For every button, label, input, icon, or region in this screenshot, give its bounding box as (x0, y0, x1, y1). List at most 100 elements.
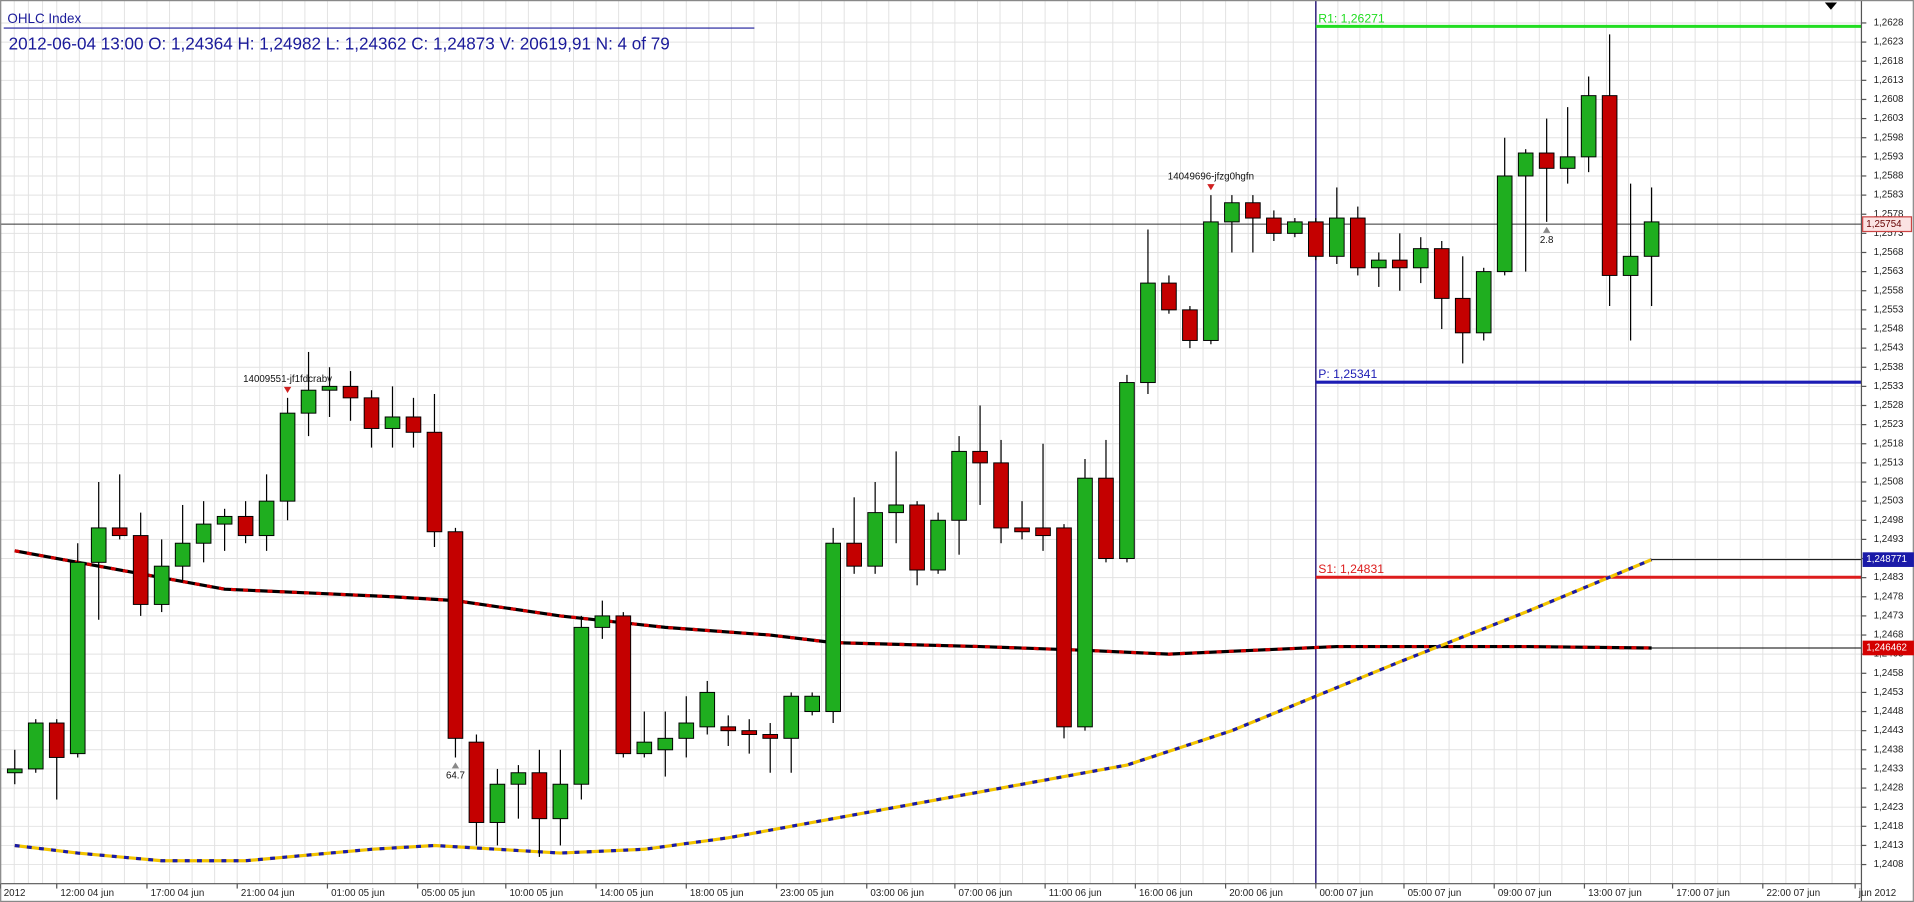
candle-body (300, 389, 317, 414)
chart-title: OHLC Index (7, 11, 81, 26)
ma-value-box (1862, 552, 1914, 567)
candle-body (132, 535, 149, 605)
candle-body (447, 531, 464, 739)
y-tick-label: 1,2548 (1874, 324, 1904, 335)
y-tick-label: 1,2508 (1874, 477, 1904, 488)
y-tick-label: 1,2518 (1874, 438, 1904, 449)
y-tick-label: 1,2543 (1874, 343, 1904, 354)
y-tick-label: 1,2513 (1874, 457, 1904, 468)
ma-value-label: 1,248771 (1866, 554, 1907, 565)
annotation-marker (1207, 184, 1215, 191)
y-tick-label: 1,2628 (1874, 18, 1904, 29)
y-tick-label: 1,2608 (1874, 94, 1904, 105)
candle-body (1203, 221, 1219, 341)
candle-body (1119, 382, 1135, 560)
candle-body (1517, 152, 1534, 177)
x-tick-label: 01:00 05 jun (331, 888, 385, 899)
candle-body (1224, 202, 1240, 223)
candle-body (783, 695, 800, 739)
candle-body (1454, 297, 1471, 334)
candle-body (804, 695, 821, 713)
y-tick-label: 1,2578 (1874, 209, 1904, 220)
candle-body (846, 542, 862, 567)
x-tick-label: 21:00 04 jun (241, 888, 295, 899)
x-tick-label: 09:00 07 jun (1498, 888, 1552, 899)
candle-body (27, 722, 44, 770)
ma-value-label: 1,246462 (1866, 643, 1907, 654)
candle-body (930, 519, 946, 571)
grid-layer (0, 0, 1862, 884)
candle-body (1601, 95, 1618, 276)
annotation-label: 14049696-jfzg0hgfn (1168, 171, 1254, 182)
y-tick-label: 1,2423 (1874, 802, 1904, 813)
y-tick-label: 1,2498 (1874, 515, 1904, 526)
candle-body (678, 722, 695, 739)
candle-body (594, 615, 611, 628)
candle-body (531, 772, 548, 820)
candle-body (216, 515, 233, 525)
candle-body (699, 691, 716, 728)
y-tick-label: 1,2593 (1874, 151, 1904, 162)
ohlc-info: 2012-06-04 13:00 O: 1,24364 H: 1,24982 L… (9, 35, 670, 54)
candle-body (6, 768, 23, 774)
candle-body (1329, 217, 1345, 257)
candle-body (909, 504, 925, 571)
y-tick-label: 1,2613 (1874, 75, 1904, 86)
candle-body (1391, 259, 1408, 269)
candle-body (1412, 248, 1429, 269)
crosshair-box (1862, 216, 1913, 233)
candle-body (405, 416, 422, 433)
moving-average (14, 558, 1653, 863)
candle-body (552, 783, 569, 820)
candle-body (237, 515, 254, 537)
y-tick-label: 1,2603 (1874, 113, 1904, 124)
x-tick-label: 07:00 06 jun (959, 888, 1013, 899)
y-tick-label: 1,2458 (1874, 668, 1904, 679)
candle-body (741, 730, 758, 735)
moving-average-dash (14, 549, 1652, 656)
candle-body (258, 500, 275, 537)
x-tick-label: 10:00 05 jun (509, 888, 563, 899)
annotation-marker (1543, 226, 1551, 233)
y-tick-label: 1,2433 (1874, 764, 1904, 775)
candle-body (1580, 95, 1597, 158)
y-tick-label: 1,2568 (1874, 247, 1904, 258)
x-tick-label: 2012 (4, 888, 26, 899)
y-tick-label: 1,2453 (1874, 687, 1904, 698)
crosshair-label: 1,25754 (1866, 219, 1902, 230)
annotation-label: 2.8 (1540, 235, 1554, 246)
y-tick-label: 1,2558 (1874, 285, 1904, 296)
y-tick-label: 1,2528 (1874, 400, 1904, 411)
y-tick-label: 1,2448 (1874, 706, 1904, 717)
y-tick-label: 1,2618 (1874, 56, 1904, 67)
candle-body (762, 734, 779, 739)
x-tick-label: jun 2012 (1858, 888, 1896, 899)
candle-body (1098, 477, 1114, 560)
y-tick-label: 1,2473 (1874, 610, 1904, 621)
x-tick-label: 13:00 07 jun (1588, 888, 1642, 899)
y-tick-label: 1,2428 (1874, 783, 1904, 794)
x-tick-label: 11:00 06 jun (1049, 888, 1102, 899)
candle-body (426, 431, 443, 533)
candle-body (615, 615, 632, 755)
candle-body (1161, 282, 1177, 311)
candle-body (1077, 477, 1093, 728)
candle-body (1266, 217, 1282, 234)
candle-body (657, 737, 674, 751)
y-tick-label: 1,2443 (1874, 725, 1904, 736)
candle-body (573, 626, 590, 785)
candle-body (1035, 527, 1051, 537)
candle-body (90, 527, 107, 563)
candle-body (1559, 156, 1576, 169)
candle-body (1643, 221, 1660, 257)
scroll-marker (1824, 2, 1838, 10)
x-tick-label: 05:00 07 jun (1408, 888, 1462, 899)
y-tick-label: 1,2563 (1874, 266, 1904, 277)
candle-body (1622, 255, 1639, 276)
candle-body (720, 726, 737, 732)
ma-value-box (1862, 640, 1914, 656)
candle-body (1182, 309, 1198, 341)
candle-body (825, 542, 841, 713)
candle-body (867, 512, 883, 567)
